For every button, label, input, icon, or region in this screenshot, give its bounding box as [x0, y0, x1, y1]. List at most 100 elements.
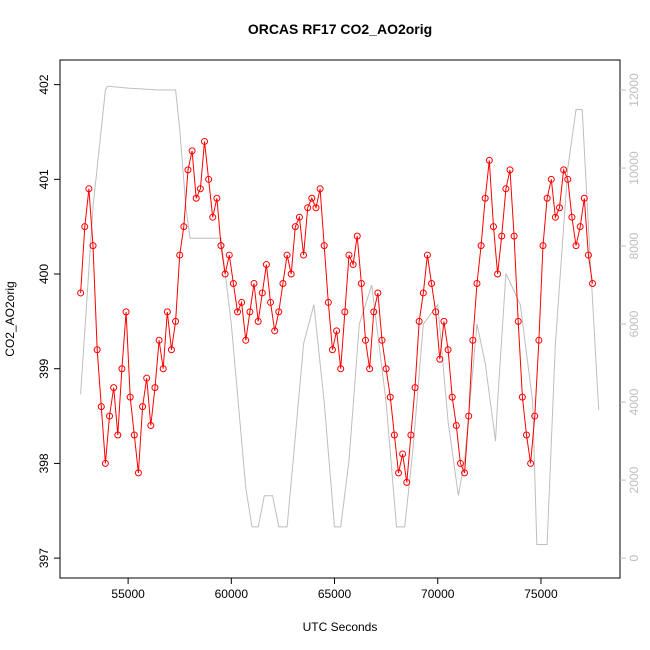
data-point	[580, 194, 588, 202]
data-point	[415, 317, 423, 325]
data-point	[345, 251, 353, 259]
data-point	[139, 403, 147, 411]
data-point	[428, 279, 436, 287]
plot-frame	[59, 59, 621, 579]
data-point	[535, 336, 543, 344]
data-point	[196, 185, 204, 193]
data-point	[77, 289, 85, 297]
y2-tick-label: 0	[627, 554, 641, 561]
data-point	[225, 251, 233, 259]
data-point	[477, 242, 485, 250]
data-point	[283, 251, 291, 259]
data-point	[106, 412, 114, 420]
data-point	[382, 365, 390, 373]
data-point	[155, 336, 163, 344]
data-point	[518, 393, 526, 401]
data-point	[349, 261, 357, 269]
data-point	[89, 242, 97, 250]
data-point	[242, 336, 250, 344]
data-point	[469, 336, 477, 344]
data-point	[547, 175, 555, 183]
data-point	[134, 469, 142, 477]
x-tick-label: 60000	[215, 587, 249, 601]
y-tick-label: 401	[37, 169, 51, 189]
data-point	[399, 450, 407, 458]
data-point	[353, 232, 361, 240]
data-point	[543, 194, 551, 202]
data-point	[287, 270, 295, 278]
data-point	[456, 459, 464, 467]
data-point	[101, 459, 109, 467]
x-tick-label: 65000	[318, 587, 352, 601]
x-tick-label: 55000	[111, 587, 145, 601]
data-point	[93, 346, 101, 354]
data-point	[366, 365, 374, 373]
data-point	[361, 336, 369, 344]
data-point	[576, 223, 584, 231]
data-point	[444, 346, 452, 354]
data-point	[432, 308, 440, 316]
data-point	[85, 185, 93, 193]
y2-tick-label: 4000	[627, 388, 641, 415]
data-point	[419, 289, 427, 297]
y2-tick-label: 2000	[627, 466, 641, 493]
y-axis-label: CO2_AO2orig	[3, 281, 17, 356]
x-axis-label: UTC Seconds	[303, 620, 378, 634]
data-point	[539, 242, 547, 250]
data-point	[502, 185, 510, 193]
data-point	[556, 204, 564, 212]
data-point	[229, 279, 237, 287]
data-point	[262, 261, 270, 269]
data-point	[300, 251, 308, 259]
data-point	[551, 213, 559, 221]
data-point	[584, 251, 592, 259]
y2-tick-label: 8000	[627, 232, 641, 259]
data-point	[333, 327, 341, 335]
data-point	[147, 422, 155, 430]
data-point	[192, 194, 200, 202]
data-point	[374, 289, 382, 297]
chart-title: ORCAS RF17 CO2_AO2orig	[248, 21, 432, 37]
data-point	[188, 147, 196, 155]
data-point	[279, 279, 287, 287]
data-point	[378, 336, 386, 344]
data-point	[205, 175, 213, 183]
data-point	[180, 223, 188, 231]
y2-tick-label: 12000	[627, 73, 641, 107]
data-point	[151, 384, 159, 392]
data-point	[407, 431, 415, 439]
data-point	[163, 308, 171, 316]
data-point	[250, 279, 258, 287]
data-point	[271, 327, 279, 335]
data-point	[564, 175, 572, 183]
data-point	[97, 403, 105, 411]
data-line	[80, 141, 593, 483]
data-point	[258, 289, 266, 297]
data-point	[324, 298, 332, 306]
data-point	[81, 223, 89, 231]
data-point	[589, 279, 597, 287]
y-tick-label: 402	[37, 74, 51, 94]
data-point	[213, 194, 221, 202]
data-point	[461, 469, 469, 477]
data-point	[246, 308, 254, 316]
data-point	[312, 204, 320, 212]
data-point	[217, 242, 225, 250]
data-point	[448, 393, 456, 401]
data-point	[473, 279, 481, 287]
data-point	[494, 270, 502, 278]
data-point	[386, 393, 394, 401]
data-point	[411, 384, 419, 392]
y2-tick-label: 6000	[627, 310, 641, 337]
data-point	[254, 317, 262, 325]
data-point	[308, 194, 316, 202]
data-point	[200, 137, 208, 145]
data-point	[481, 194, 489, 202]
data-point	[341, 308, 349, 316]
data-point	[337, 365, 345, 373]
data-point	[510, 232, 518, 240]
data-point	[572, 242, 580, 250]
data-point	[370, 308, 378, 316]
